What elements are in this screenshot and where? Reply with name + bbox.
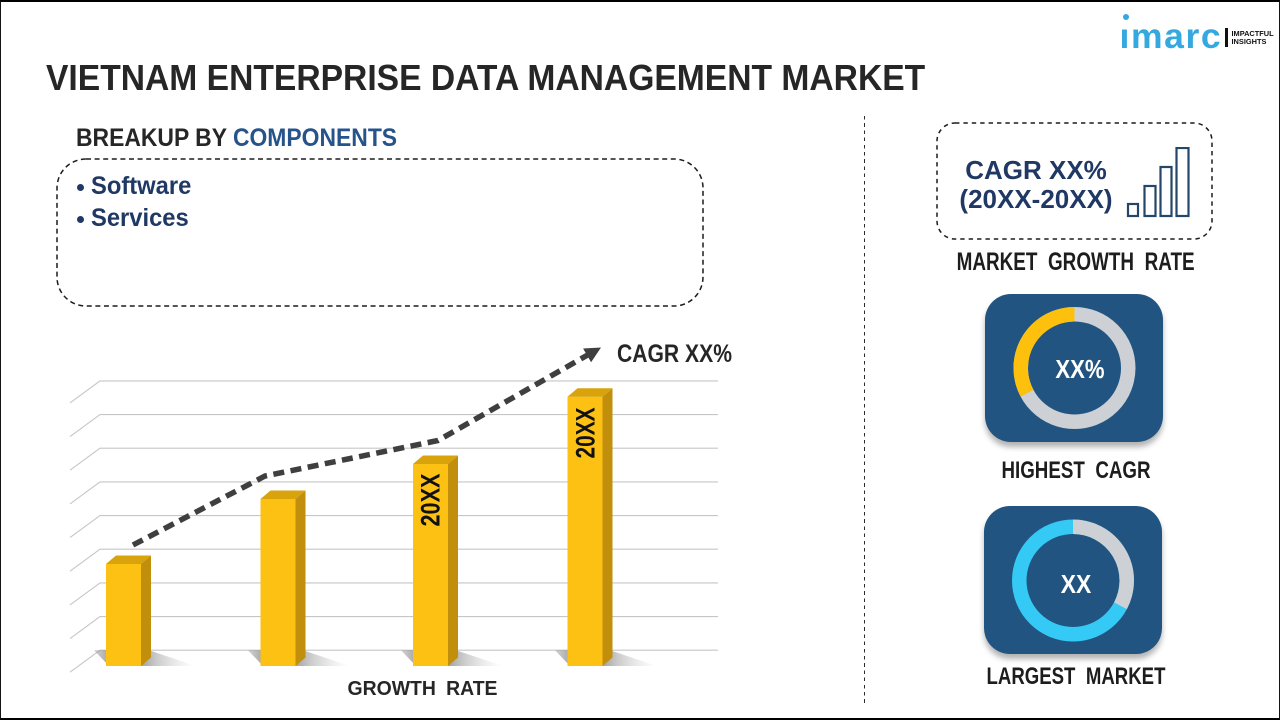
svg-text:GROWTH RATE: GROWTH RATE [348, 678, 498, 700]
svg-text:20XX: 20XX [571, 407, 601, 458]
svg-text:CAGR XX%: CAGR XX% [617, 340, 732, 368]
svg-text:20XX: 20XX [416, 473, 446, 526]
